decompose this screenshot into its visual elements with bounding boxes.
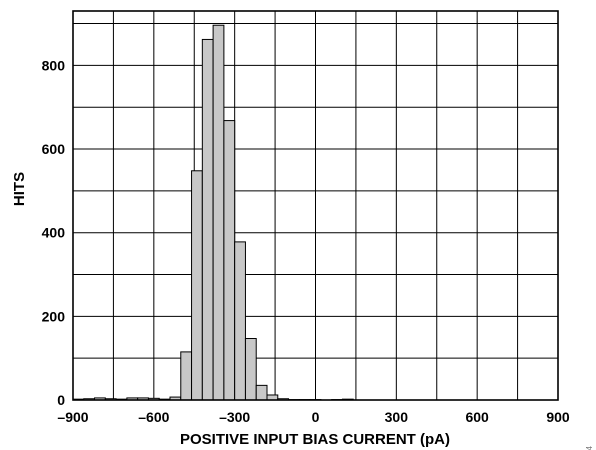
y-tick-label: 400 (42, 225, 66, 241)
y-tick-label: 600 (42, 141, 66, 157)
figure-id: 004 (585, 445, 594, 450)
y-axis-label: HITS (11, 172, 28, 206)
histogram-bar (201, 38, 214, 401)
x-tick-label: 900 (546, 409, 570, 425)
histogram-bar (223, 120, 236, 401)
y-tick-label: 800 (42, 57, 66, 73)
histogram-bar (234, 241, 246, 401)
y-tick-label: 0 (57, 392, 65, 408)
x-tick-label: 600 (465, 409, 489, 425)
x-tick-label: 0 (312, 409, 320, 425)
histogram-bar (180, 351, 193, 401)
histogram-bar (255, 384, 268, 401)
x-tick-label: –300 (219, 409, 250, 425)
histogram-bar (244, 338, 257, 401)
histogram-bar (191, 170, 203, 401)
y-tick-label: 200 (42, 308, 66, 324)
x-tick-label: –900 (57, 409, 88, 425)
grid-lines (73, 11, 558, 400)
x-tick-label: 300 (385, 409, 409, 425)
y-tick-labels: 0 200 400 600 800 (42, 57, 66, 408)
x-axis-label: POSITIVE INPUT BIAS CURRENT (pA) (180, 431, 450, 448)
plot-frame (72, 10, 559, 401)
x-tick-labels: –900 –600 –300 0 300 600 900 (57, 409, 569, 425)
histogram-bars (72, 24, 354, 401)
histogram-bar (212, 24, 225, 401)
x-tick-label: –600 (138, 409, 169, 425)
